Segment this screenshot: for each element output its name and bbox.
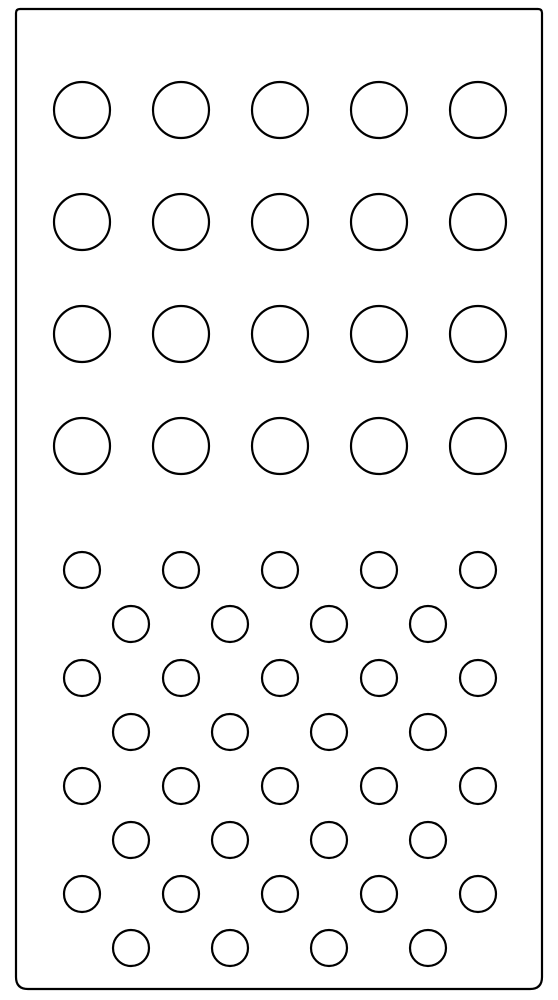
- small-hole-r7-c1: [212, 930, 248, 966]
- small-hole-r0-c1: [163, 552, 199, 588]
- small-hole-r1-c1: [212, 606, 248, 642]
- small-hole-r7-c3: [410, 930, 446, 966]
- large-hole-r2-c3: [351, 306, 407, 362]
- small-hole-r5-c3: [410, 822, 446, 858]
- large-hole-r1-c1: [153, 194, 209, 250]
- large-hole-r3-c3: [351, 418, 407, 474]
- small-hole-r3-c3: [410, 714, 446, 750]
- small-hole-r1-c0: [113, 606, 149, 642]
- small-hole-r0-c0: [64, 552, 100, 588]
- small-hole-r4-c4: [460, 768, 496, 804]
- small-hole-r2-c4: [460, 660, 496, 696]
- large-hole-r0-c4: [450, 82, 506, 138]
- small-hole-r6-c0: [64, 876, 100, 912]
- small-hole-r0-c3: [361, 552, 397, 588]
- small-hole-r3-c0: [113, 714, 149, 750]
- small-hole-r3-c2: [311, 714, 347, 750]
- large-hole-r3-c0: [54, 418, 110, 474]
- large-hole-r1-c3: [351, 194, 407, 250]
- large-hole-r0-c1: [153, 82, 209, 138]
- large-hole-r2-c0: [54, 306, 110, 362]
- small-hole-r5-c1: [212, 822, 248, 858]
- small-hole-r2-c0: [64, 660, 100, 696]
- small-hole-r6-c3: [361, 876, 397, 912]
- large-hole-r3-c4: [450, 418, 506, 474]
- small-hole-r3-c1: [212, 714, 248, 750]
- large-hole-r3-c2: [252, 418, 308, 474]
- large-hole-r3-c1: [153, 418, 209, 474]
- small-hole-r0-c4: [460, 552, 496, 588]
- outer-frame: [16, 9, 542, 989]
- small-hole-r2-c1: [163, 660, 199, 696]
- small-hole-r2-c2: [262, 660, 298, 696]
- large-hole-r0-c0: [54, 82, 110, 138]
- small-hole-r7-c2: [311, 930, 347, 966]
- small-hole-r5-c0: [113, 822, 149, 858]
- small-hole-r6-c2: [262, 876, 298, 912]
- small-hole-r1-c2: [311, 606, 347, 642]
- small-hole-r4-c2: [262, 768, 298, 804]
- large-hole-r1-c2: [252, 194, 308, 250]
- large-hole-r2-c2: [252, 306, 308, 362]
- small-hole-r4-c0: [64, 768, 100, 804]
- small-hole-r7-c0: [113, 930, 149, 966]
- small-hole-r6-c1: [163, 876, 199, 912]
- large-hole-r1-c4: [450, 194, 506, 250]
- small-hole-r6-c4: [460, 876, 496, 912]
- small-hole-r1-c3: [410, 606, 446, 642]
- large-hole-r0-c3: [351, 82, 407, 138]
- large-hole-r2-c1: [153, 306, 209, 362]
- diagram-canvas: [0, 0, 558, 1000]
- large-hole-r0-c2: [252, 82, 308, 138]
- small-hole-r4-c3: [361, 768, 397, 804]
- small-hole-r5-c2: [311, 822, 347, 858]
- small-hole-r0-c2: [262, 552, 298, 588]
- small-hole-r4-c1: [163, 768, 199, 804]
- small-hole-r2-c3: [361, 660, 397, 696]
- large-hole-r2-c4: [450, 306, 506, 362]
- large-hole-r1-c0: [54, 194, 110, 250]
